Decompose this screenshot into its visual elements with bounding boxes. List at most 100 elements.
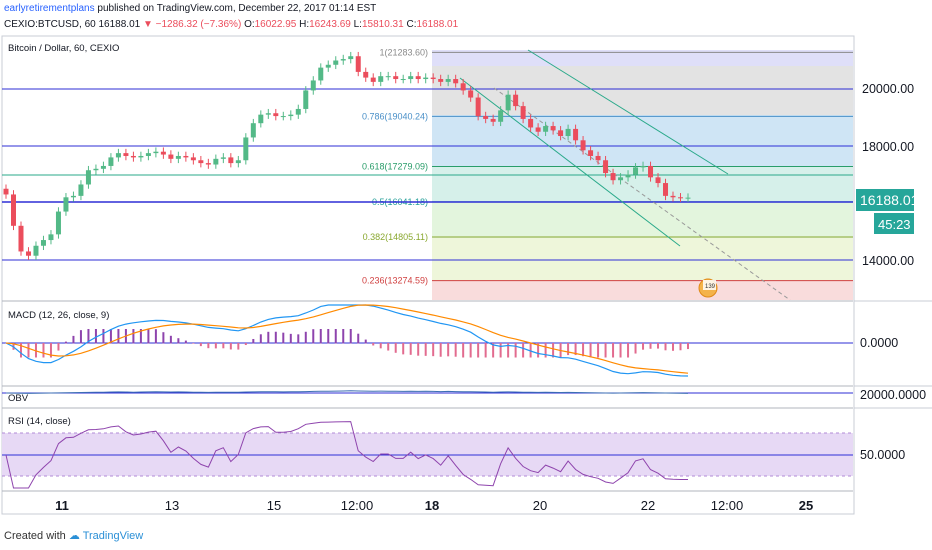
- x-tick-label: 11: [55, 498, 69, 513]
- macd-hist-bar: [244, 343, 247, 346]
- symbol-label: CEXIO:BTCUSD, 60: [4, 19, 96, 30]
- macd-hist-bar: [274, 331, 277, 344]
- fib-label-4: 0.382(14805.11): [363, 232, 428, 242]
- candle-body: [175, 155, 181, 159]
- macd-hist-bar: [267, 331, 270, 344]
- macd-hist-bar: [42, 343, 45, 358]
- macd-hist-bar: [334, 329, 337, 344]
- candle-body: [55, 211, 61, 235]
- macd-hist-bar: [304, 331, 307, 344]
- tradingview-brand-link[interactable]: TradingView: [82, 530, 144, 542]
- rsi-line: [5, 421, 688, 489]
- candle-body: [220, 157, 226, 159]
- candle-body: [678, 197, 684, 199]
- macd-title: MACD (12, 26, close, 9): [8, 310, 109, 321]
- candle-body: [393, 76, 399, 80]
- candle-body: [153, 151, 159, 154]
- publish-line: earlyretirementplans published on Tradin…: [4, 3, 376, 14]
- author-link[interactable]: earlyretirementplans: [4, 3, 95, 14]
- macd-hist-bar: [447, 343, 450, 357]
- macd-hist-bar: [649, 343, 652, 349]
- x-tick-label: 12:00: [711, 498, 744, 513]
- macd-hist-bar: [574, 343, 577, 356]
- macd-hist-bar: [484, 343, 487, 358]
- candle-body: [295, 108, 301, 115]
- macd-hist-bar: [417, 343, 420, 356]
- macd-hist-bar: [612, 343, 615, 358]
- candle-body: [138, 155, 144, 158]
- price-tick-20000: 20000.00: [862, 82, 914, 96]
- low-label: L:: [353, 19, 362, 30]
- candle-body: [348, 56, 354, 60]
- macd-hist-bar: [619, 343, 622, 358]
- macd-hist-bar: [499, 343, 502, 358]
- open-label: O:: [244, 19, 255, 30]
- macd-hist-bar: [582, 343, 585, 357]
- macd-hist-bar: [147, 329, 150, 344]
- candle-body: [265, 113, 271, 115]
- main-pane-title: Bitcoin / Dollar, 60, CEXIO: [8, 43, 119, 54]
- macd-hist-bar: [19, 343, 22, 358]
- candle-body: [145, 153, 151, 156]
- candle-body: [310, 80, 316, 91]
- candle-body: [250, 123, 256, 138]
- x-tick-label: 13: [165, 498, 179, 513]
- candle-body: [685, 197, 691, 199]
- macd-hist-bar: [162, 332, 165, 344]
- event-badge: 139: [705, 284, 716, 290]
- event-marker[interactable]: 139: [698, 278, 718, 298]
- macd-hist-bar: [184, 340, 187, 344]
- macd-hist-bar: [177, 338, 180, 344]
- candle-body: [18, 225, 24, 252]
- candle-body: [160, 151, 166, 155]
- candle-body: [528, 118, 534, 128]
- candle-body: [430, 77, 436, 80]
- time-axis[interactable]: 11 13 15 12:00 18 20 22 12:00 25: [55, 498, 813, 513]
- macd-hist-bar: [319, 329, 322, 344]
- price-candles[interactable]: [3, 51, 691, 260]
- candle-body: [363, 71, 369, 78]
- fib-label-5: 0.236(13274.59): [362, 276, 428, 286]
- candle-body: [213, 158, 219, 165]
- macd-hist-bar: [469, 343, 472, 358]
- candle-body: [438, 79, 444, 82]
- macd-hist-bar: [454, 343, 457, 357]
- macd-hist-bar: [79, 330, 82, 344]
- macd-hist-bar: [634, 343, 637, 354]
- candle-body: [595, 155, 601, 161]
- macd-hist-bar: [402, 343, 405, 355]
- high-label: H:: [299, 19, 310, 30]
- macd-hist-bar: [672, 343, 675, 351]
- candle-body: [3, 188, 9, 195]
- candle-body: [625, 174, 631, 178]
- macd-hist-bar: [627, 343, 630, 358]
- candle-body: [318, 67, 324, 81]
- macd-hist-bar: [589, 343, 592, 358]
- fib-label-0: 1(21283.60): [379, 47, 428, 57]
- fib-band-05-0382: [432, 202, 853, 238]
- candle-body: [453, 79, 459, 84]
- macd-hist-bar: [207, 343, 210, 349]
- candle-body: [243, 137, 249, 161]
- candle-body: [520, 106, 526, 119]
- rsi-tick: 50.0000: [860, 448, 905, 462]
- candle-body: [558, 130, 564, 137]
- candle-body: [340, 59, 346, 61]
- descending-channel[interactable]: [459, 49, 791, 301]
- candle-body: [168, 154, 174, 159]
- candle-body: [550, 126, 556, 131]
- macd-signal-line: [5, 304, 689, 374]
- macd-hist-bar: [687, 343, 689, 350]
- candle-body: [663, 183, 669, 196]
- candle-body: [325, 64, 331, 68]
- footer: Created with ☁ TradingView: [4, 529, 143, 542]
- macd-histogram: [5, 329, 689, 358]
- countdown-badge: 45:23: [878, 217, 911, 232]
- macd-hist-bar: [34, 343, 37, 358]
- macd-hist-bar: [597, 343, 600, 358]
- macd-hist-bar: [297, 334, 300, 344]
- candle-body: [475, 97, 481, 117]
- channel-lower: [459, 77, 681, 247]
- candle-body: [633, 167, 639, 175]
